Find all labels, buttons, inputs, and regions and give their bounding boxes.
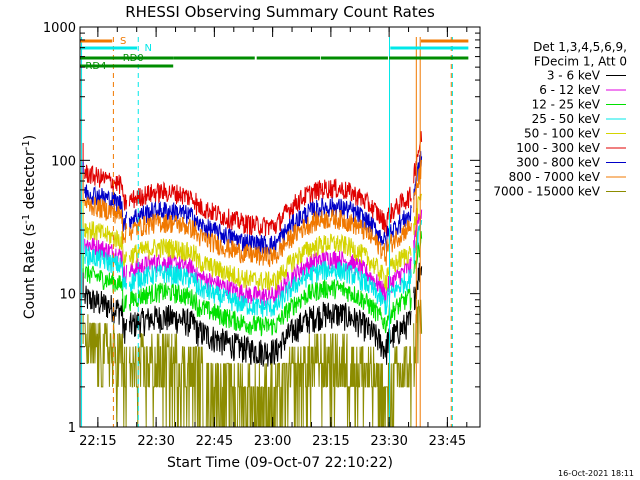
x-tick-label: 23:45 bbox=[429, 434, 466, 449]
legend-header: Det 1,3,4,5,6,9, bbox=[533, 40, 627, 54]
x-tick-label: 23:30 bbox=[370, 434, 407, 449]
legend-entry-label: 7000 - 15000 keV bbox=[493, 185, 600, 199]
legend-header: FDecim 1, Att 0 bbox=[534, 55, 627, 69]
legend-entry-label: 3 - 6 keV bbox=[547, 69, 601, 83]
legend: Det 1,3,4,5,6,9,FDecim 1, Att 03 - 6 keV… bbox=[493, 40, 627, 199]
legend-entry-label: 800 - 7000 keV bbox=[509, 170, 601, 184]
status-flag-label: N bbox=[144, 43, 151, 54]
y-tick-label: 100 bbox=[51, 154, 76, 169]
legend-entry-label: 25 - 50 keV bbox=[532, 112, 601, 126]
y-tick-label: 10 bbox=[59, 288, 76, 303]
chart-title: RHESSI Observing Summary Count Rates bbox=[125, 3, 435, 21]
status-flag-label: S bbox=[120, 36, 126, 47]
status-flag-label: RD4 bbox=[85, 61, 106, 72]
x-tick-label: 23:15 bbox=[312, 434, 349, 449]
x-tick-label: 23:00 bbox=[254, 434, 291, 449]
legend-entry-label: 50 - 100 keV bbox=[524, 127, 601, 141]
legend-entry-label: 6 - 12 keV bbox=[539, 83, 601, 97]
x-tick-label: 22:30 bbox=[137, 434, 174, 449]
y-axis-label: Count Rate (s-1 detector-1) bbox=[21, 135, 38, 319]
legend-entry-label: 100 - 300 keV bbox=[516, 141, 600, 155]
y-tick-label: 1000 bbox=[43, 21, 76, 36]
y-tick-label: 1 bbox=[68, 421, 76, 436]
footer-date: 16-Oct-2021 18:11 bbox=[558, 469, 634, 478]
x-axis-label: Start Time (09-Oct-07 22:10:22) bbox=[167, 455, 393, 471]
legend-entry-label: 12 - 25 keV bbox=[532, 98, 601, 112]
x-tick-label: 22:45 bbox=[196, 434, 233, 449]
plot-frame bbox=[79, 26, 481, 428]
x-tick-label: 22:15 bbox=[79, 434, 116, 449]
legend-entry-label: 300 - 800 keV bbox=[516, 156, 600, 170]
